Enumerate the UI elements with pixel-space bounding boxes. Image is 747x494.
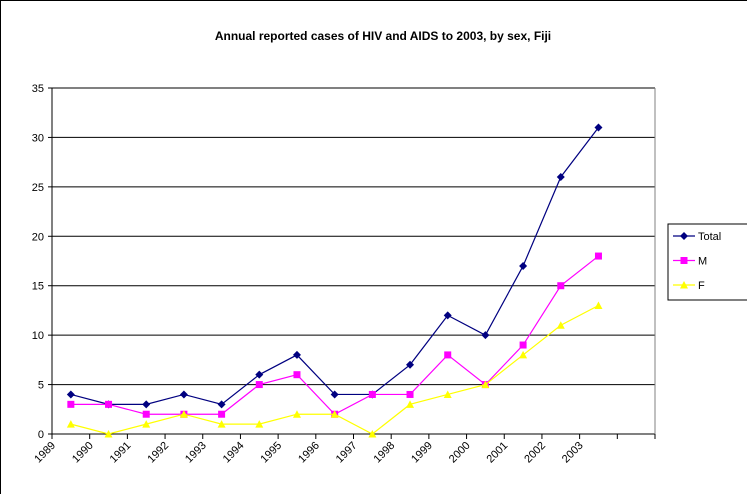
marker bbox=[66, 420, 75, 428]
marker bbox=[179, 410, 188, 418]
marker bbox=[594, 123, 603, 132]
marker bbox=[330, 410, 339, 418]
marker bbox=[406, 390, 414, 398]
marker bbox=[255, 370, 264, 379]
marker bbox=[406, 400, 415, 408]
legend-marker bbox=[680, 257, 688, 264]
legend-label: Total bbox=[698, 231, 721, 243]
marker bbox=[292, 410, 301, 418]
marker bbox=[406, 360, 415, 369]
marker bbox=[443, 390, 452, 398]
y-tick-label: 30 bbox=[32, 132, 44, 144]
marker bbox=[519, 350, 528, 359]
marker bbox=[179, 390, 188, 399]
legend-label: M bbox=[698, 256, 707, 268]
marker bbox=[557, 282, 565, 290]
chart-title: Annual reported cases of HIV and AIDS to… bbox=[215, 29, 551, 43]
y-tick-label: 25 bbox=[32, 182, 44, 194]
marker bbox=[368, 430, 377, 438]
marker bbox=[218, 410, 226, 418]
y-tick-label: 20 bbox=[32, 231, 44, 243]
marker bbox=[481, 331, 490, 340]
marker bbox=[519, 261, 528, 270]
marker bbox=[330, 390, 339, 399]
marker bbox=[594, 252, 602, 260]
marker bbox=[104, 430, 113, 438]
legend-marker bbox=[680, 281, 688, 289]
marker bbox=[255, 381, 263, 389]
y-tick-label: 5 bbox=[38, 380, 44, 392]
marker bbox=[368, 390, 376, 398]
marker bbox=[67, 400, 75, 408]
marker bbox=[142, 420, 151, 428]
marker bbox=[519, 341, 527, 349]
marker bbox=[142, 410, 150, 418]
y-tick-label: 35 bbox=[32, 83, 44, 95]
marker bbox=[255, 420, 264, 428]
marker bbox=[556, 321, 565, 329]
marker bbox=[105, 400, 113, 408]
marker bbox=[292, 350, 301, 359]
marker bbox=[293, 371, 301, 379]
legend-label: F bbox=[698, 280, 705, 292]
marker bbox=[66, 390, 75, 399]
legend-marker bbox=[680, 232, 688, 240]
marker bbox=[481, 380, 490, 389]
marker bbox=[556, 172, 565, 181]
marker bbox=[443, 311, 452, 320]
y-tick-label: 0 bbox=[38, 429, 44, 441]
marker bbox=[217, 420, 226, 428]
marker bbox=[594, 301, 603, 309]
marker bbox=[217, 400, 226, 409]
marker bbox=[444, 351, 452, 359]
y-tick-label: 10 bbox=[32, 330, 44, 342]
y-tick-label: 15 bbox=[32, 281, 44, 293]
marker bbox=[142, 400, 151, 409]
